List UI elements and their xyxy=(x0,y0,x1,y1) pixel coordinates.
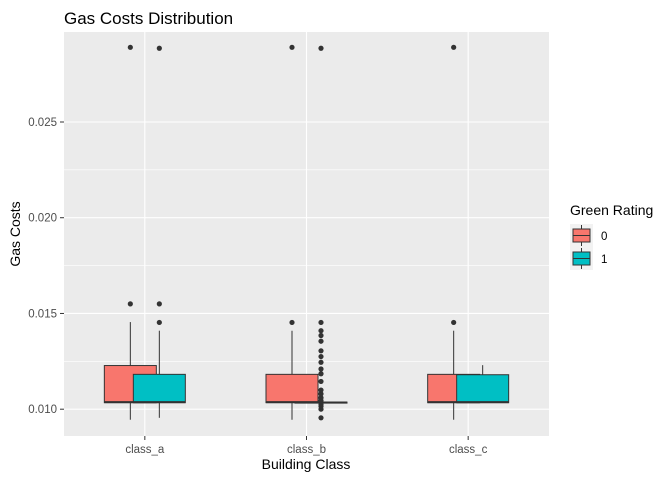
outlier-point xyxy=(318,401,324,408)
outlier-point xyxy=(289,319,295,326)
box-class_c-series-1 xyxy=(456,365,510,404)
y-tick-label: 0.020 xyxy=(28,213,57,225)
outlier-point xyxy=(318,328,324,334)
x-tick-label: class_a xyxy=(125,444,165,456)
outlier-point xyxy=(127,44,133,50)
y-axis-title: Gas Costs xyxy=(7,201,23,266)
outlier-point xyxy=(318,359,324,365)
x-tick-label: class_c xyxy=(449,444,488,456)
box-class_a-series-1 xyxy=(132,45,186,418)
legend-label: 0 xyxy=(601,231,607,243)
outlier-point xyxy=(156,319,162,326)
legend-label: 1 xyxy=(601,254,607,266)
legend-key-1 xyxy=(570,247,593,270)
x-axis: class_a class_b class_c xyxy=(125,436,488,456)
outlier-point xyxy=(289,44,295,50)
outlier-point xyxy=(451,319,457,326)
outlier-point xyxy=(318,366,324,372)
legend: Green Rating 0 1 xyxy=(570,202,653,270)
outlier-point xyxy=(451,44,457,50)
box-body xyxy=(265,373,319,404)
chart-title: Gas Costs Distribution xyxy=(64,9,233,28)
outlier-point xyxy=(318,338,324,344)
outlier-point xyxy=(156,301,162,307)
y-axis: 0.010 0.015 0.020 0.025 xyxy=(28,117,64,416)
outlier-point xyxy=(318,387,324,393)
box-body xyxy=(132,373,186,404)
grid-lines xyxy=(64,32,549,436)
outlier-point xyxy=(318,353,324,360)
x-tick-label: class_b xyxy=(287,444,326,456)
outlier-point xyxy=(318,378,324,385)
outlier-point xyxy=(156,45,162,51)
outlier-point xyxy=(318,415,324,421)
outlier-point xyxy=(318,348,324,354)
outlier-point xyxy=(318,319,324,326)
x-axis-title: Building Class xyxy=(262,456,351,472)
y-tick-label: 0.010 xyxy=(28,404,57,416)
outlier-point xyxy=(318,371,324,377)
outlier-point xyxy=(318,332,324,339)
box-class_b-series-1 xyxy=(294,45,348,421)
box-group xyxy=(103,44,510,421)
legend-title: Green Rating xyxy=(570,202,653,218)
y-tick-label: 0.025 xyxy=(28,117,57,129)
box-body xyxy=(456,374,510,404)
outlier-point xyxy=(318,391,324,397)
y-tick-label: 0.015 xyxy=(28,308,57,320)
outlier-point xyxy=(318,395,324,401)
box-class_b-series-0 xyxy=(265,44,319,420)
legend-key-0 xyxy=(570,224,593,247)
outlier-point xyxy=(127,301,133,307)
outlier-point xyxy=(318,45,324,51)
